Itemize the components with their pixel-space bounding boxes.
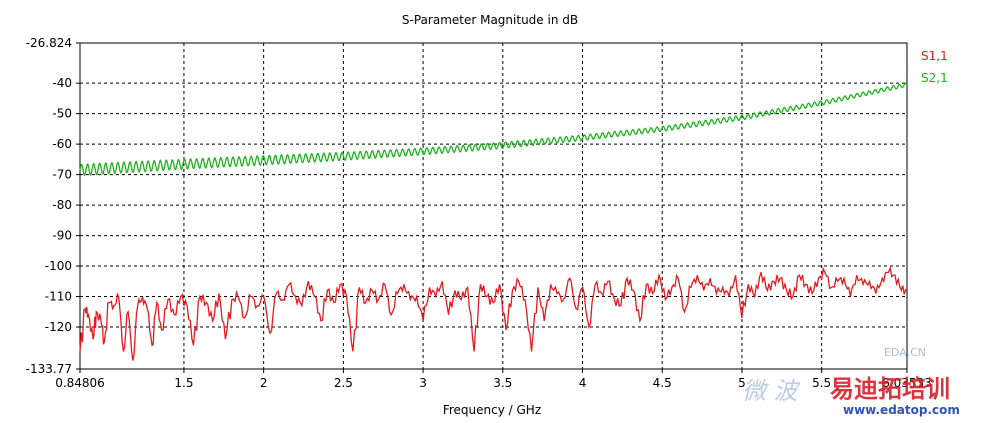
x-tick-label: 4	[579, 376, 587, 390]
y-tick-label: -26.824	[26, 36, 72, 50]
y-tick-label: -50	[52, 107, 72, 121]
legend-entry: S1,1	[921, 49, 948, 63]
legend-entry: S2,1	[921, 71, 948, 85]
y-tick-label: -120	[45, 320, 72, 334]
series-line-s11	[79, 265, 908, 361]
x-tick-label: 1.5	[174, 376, 193, 390]
chart-title: S-Parameter Magnitude in dB	[402, 13, 578, 27]
x-tick-label: 5.5	[812, 376, 831, 390]
y-tick-labels: -26.824 -40 -50 -60 -70 -80 -90 -100 -110 -120 -13…	[26, 36, 72, 376]
x-tick-labels: 0.84806 1.5 2 2.5 3 3.5 4 4.5 5 5.5 6.03533	[55, 376, 932, 390]
watermark-chinese-brush: 微 波	[742, 377, 802, 405]
axes	[76, 42, 908, 373]
x-tick-label: 0.84806	[55, 376, 105, 390]
y-tick-label: -100	[45, 259, 72, 273]
x-tick-label: 2	[260, 376, 268, 390]
series-line-s21	[79, 82, 908, 177]
watermark-site-text: EDA.CN	[884, 346, 926, 359]
x-tick-label: 3	[419, 376, 427, 390]
x-axis-label: Frequency / GHz	[443, 403, 541, 417]
series-lines	[79, 82, 908, 361]
watermark-brand: 易迪拓培训	[830, 375, 950, 403]
y-tick-label: -133.77	[26, 362, 72, 376]
y-tick-label: -110	[45, 290, 72, 304]
y-tick-label: -60	[52, 137, 72, 151]
x-tick-label: 3.5	[493, 376, 512, 390]
y-tick-label: -70	[52, 168, 72, 182]
x-tick-label: 5	[738, 376, 746, 390]
watermark-url: www.edatop.com	[843, 403, 960, 417]
y-tick-label: -80	[52, 198, 72, 212]
y-tick-label: -90	[52, 229, 72, 243]
grid	[80, 43, 907, 369]
plot-frame	[79, 42, 908, 370]
watermark: EDA.CN 微 波 易迪拓培训 www.edatop.com	[742, 346, 960, 417]
x-tick-label: 2.5	[334, 376, 353, 390]
x-tick-label: 6.03533	[882, 376, 932, 390]
x-tick-label: 4.5	[653, 376, 672, 390]
legend: S1,1 S2,1	[921, 49, 948, 85]
y-tick-label: -40	[52, 76, 72, 90]
